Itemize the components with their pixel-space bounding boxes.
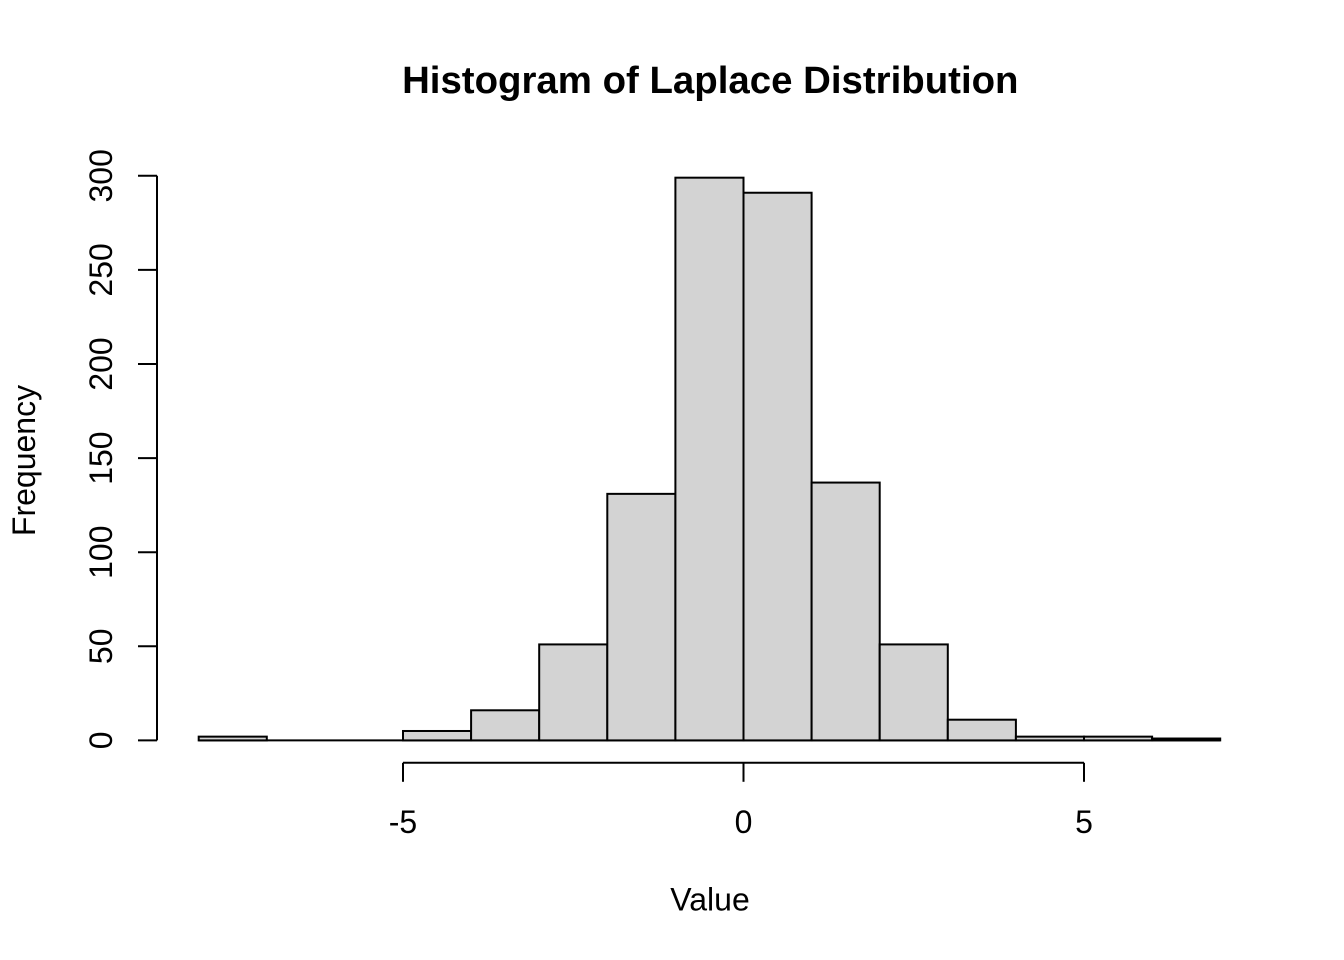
svg-text:Frequency: Frequency [6,385,42,536]
svg-text:0: 0 [83,732,119,750]
svg-text:200: 200 [83,337,119,390]
svg-text:Histogram of Laplace Distribut: Histogram of Laplace Distribution [402,59,1018,102]
svg-text:50: 50 [83,629,119,665]
svg-text:300: 300 [83,149,119,202]
svg-text:250: 250 [83,243,119,296]
svg-text:100: 100 [83,526,119,579]
svg-text:-5: -5 [389,804,417,840]
svg-text:Value: Value [670,881,749,917]
svg-text:150: 150 [83,431,119,484]
svg-text:5: 5 [1075,804,1093,840]
svg-text:0: 0 [735,804,753,840]
